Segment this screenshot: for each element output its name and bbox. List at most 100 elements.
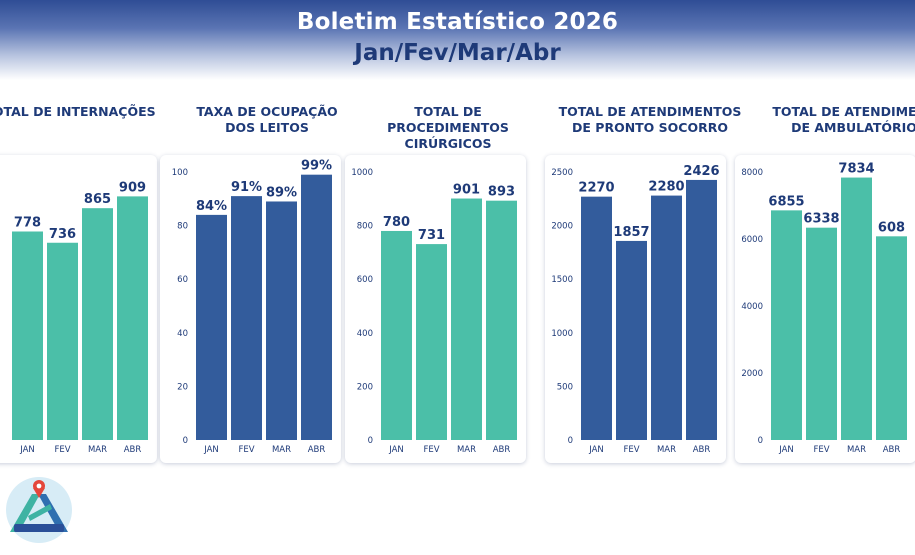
bar <box>806 227 837 440</box>
x-tick-label: ABR <box>883 445 901 455</box>
chart-title-line: CIRÚRGICOS <box>404 136 492 151</box>
bar <box>486 200 517 440</box>
bar <box>47 242 78 440</box>
chart-title-internacoes: TOTAL DE INTERNAÇÕES <box>0 104 170 120</box>
y-tick-label: 6000 <box>741 235 763 245</box>
x-tick-label: FEV <box>423 445 439 455</box>
bar <box>686 179 717 440</box>
data-label: 780 <box>383 215 410 230</box>
health-network-logo-icon <box>6 477 72 543</box>
data-label: 778 <box>14 215 41 230</box>
chart-title-line: TOTAL DE <box>414 104 482 119</box>
data-label: 736 <box>49 227 76 242</box>
chart-title-line: DE PRONTO SOCORRO <box>572 120 728 135</box>
page-title: Boletim Estatístico 2026 <box>296 9 619 35</box>
y-tick-label: 800 <box>357 222 373 232</box>
bar <box>196 214 227 440</box>
y-tick-label: 100 <box>172 168 188 178</box>
x-tick-label: FEV <box>623 445 639 455</box>
header-banner <box>0 0 915 80</box>
bar <box>581 196 612 440</box>
y-tick-label: 8000 <box>741 168 763 178</box>
y-tick-label: 500 <box>557 382 573 392</box>
bar <box>231 196 262 440</box>
chart-title-ambulatorio: TOTAL DE ATENDIMENT DE AMBULATÓRIO <box>754 104 915 136</box>
y-tick-label: 200 <box>357 382 373 392</box>
y-tick-label: 600 <box>357 275 373 285</box>
bar <box>82 208 113 440</box>
chart-title-cirurgicos: TOTAL DE PROCEDIMENTOS CIRÚRGICOS <box>348 104 548 152</box>
chart-panel-cirurgicos: 0 200 400 600 800 1000 780 JAN 731 FEV 901 MAR 893 AB… <box>345 155 526 463</box>
y-tick-label: 2500 <box>551 168 573 178</box>
bar <box>876 236 907 440</box>
data-label: 901 <box>453 183 480 198</box>
x-tick-label: MAR <box>847 445 866 455</box>
bar <box>771 210 802 440</box>
data-label: 865 <box>84 192 111 207</box>
chart-title-line: PROCEDIMENTOS <box>387 120 509 135</box>
bar <box>381 230 412 440</box>
bar <box>616 240 647 440</box>
bar <box>117 196 148 440</box>
chart-panel-pronto-socorro: 0 500 1000 1500 2000 2500 2270 JAN 1857 FEV 2280 MA… <box>545 155 726 463</box>
bar <box>301 174 332 440</box>
chart-panel-ocupacao: 0 20 40 60 80 100 84% JAN 91% FEV 89% MAR 99% ABR <box>160 155 341 463</box>
y-tick-label: 40 <box>177 329 188 339</box>
y-tick-label: 4000 <box>741 302 763 312</box>
chart-title-line: TOTAL DE ATENDIMENTOS <box>558 104 742 119</box>
y-tick-label: 20 <box>177 382 188 392</box>
y-tick-label: 0 <box>568 436 573 446</box>
x-tick-label: FEV <box>54 445 70 455</box>
bar <box>841 177 872 440</box>
y-tick-label: 400 <box>357 329 373 339</box>
page-subtitle: Jan/Fev/Mar/Abr <box>354 40 561 66</box>
y-tick-label: 1000 <box>351 168 373 178</box>
bar <box>651 195 682 440</box>
x-tick-label: JAN <box>388 445 404 455</box>
chart-panel-ambulatorio: 0 2000 4000 6000 8000 6855 JAN 6338 FEV 7834 MAR 60… <box>735 155 915 463</box>
data-label: 1857 <box>613 225 649 240</box>
x-tick-label: ABR <box>308 445 326 455</box>
bar-chart: 778 JAN 736 FEV 865 MAR 909 ABR <box>12 180 148 455</box>
data-label: 2270 <box>578 181 614 196</box>
chart-title-pronto-socorro: TOTAL DE ATENDIMENTOS DE PRONTO SOCORRO <box>550 104 750 136</box>
data-label: 731 <box>418 228 445 243</box>
x-tick-label: MAR <box>88 445 107 455</box>
chart-title-line: DOS LEITOS <box>225 120 309 135</box>
y-tick-label: 0 <box>368 436 373 446</box>
x-tick-label: MAR <box>272 445 291 455</box>
data-label: 89% <box>266 185 297 200</box>
y-tick-label: 2000 <box>551 222 573 232</box>
bar-chart: 0 500 1000 1500 2000 2500 2270 JAN 1857 FEV 2280 MA… <box>551 164 719 455</box>
y-tick-label: 0 <box>758 436 763 446</box>
x-tick-label: JAN <box>19 445 35 455</box>
x-tick-label: JAN <box>588 445 604 455</box>
bar <box>266 201 297 440</box>
bar-chart: 0 20 40 60 80 100 84% JAN 91% FEV 89% MAR 99% ABR <box>172 159 332 455</box>
y-tick-label: 1500 <box>551 275 573 285</box>
chart-title-ocupacao: TAXA DE OCUPAÇÃO DOS LEITOS <box>167 104 367 136</box>
data-label: 909 <box>119 180 146 195</box>
bar <box>451 198 482 440</box>
chart-panel-internacoes: 778 JAN 736 FEV 865 MAR 909 ABR <box>0 155 157 463</box>
data-label: 6855 <box>768 194 804 209</box>
data-label: 6338 <box>803 212 839 227</box>
chart-title-line: DE AMBULATÓRIO <box>791 120 915 135</box>
bar-chart: 0 2000 4000 6000 8000 6855 JAN 6338 FEV 7834 MAR 60… <box>741 162 907 455</box>
x-tick-label: MAR <box>657 445 676 455</box>
x-tick-label: ABR <box>124 445 142 455</box>
y-tick-label: 2000 <box>741 369 763 379</box>
x-tick-label: JAN <box>203 445 219 455</box>
x-tick-label: ABR <box>693 445 711 455</box>
x-tick-label: FEV <box>238 445 254 455</box>
data-label: 7834 <box>838 162 874 177</box>
y-tick-label: 80 <box>177 222 188 232</box>
chart-title-line: TOTAL DE ATENDIMENT <box>772 104 915 119</box>
data-label: 608 <box>878 220 905 235</box>
chart-title-line: TOTAL DE INTERNAÇÕES <box>0 104 156 119</box>
x-tick-label: MAR <box>457 445 476 455</box>
data-label: 2280 <box>648 180 684 195</box>
data-label: 84% <box>196 199 227 214</box>
y-tick-label: 1000 <box>551 329 573 339</box>
x-tick-label: JAN <box>778 445 794 455</box>
